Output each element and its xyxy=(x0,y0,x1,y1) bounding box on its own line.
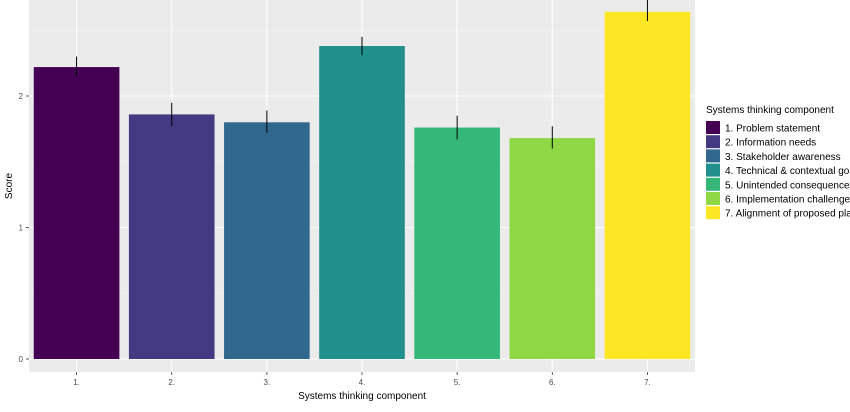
legend: Systems thinking component 1. Problem st… xyxy=(706,105,850,220)
legend-label-7: 7. Alignment of proposed plan xyxy=(725,209,850,220)
bar-5 xyxy=(414,127,500,359)
legend-key-5 xyxy=(706,177,720,191)
legend-key-6 xyxy=(706,192,720,205)
y-tick-label: 1 xyxy=(19,224,24,233)
legend-key-1 xyxy=(706,121,720,134)
x-tick-label: 4. xyxy=(359,378,366,387)
y-axis: 0 1 2 xyxy=(19,92,29,364)
x-axis: 1. 2. 3. 4. 5. 6. 7. xyxy=(73,372,651,387)
error-bars xyxy=(76,0,648,149)
x-tick-label: 3. xyxy=(264,378,271,387)
x-tick-label: 5. xyxy=(454,378,461,387)
bar-3 xyxy=(224,122,310,359)
x-tick-label: 6. xyxy=(549,378,556,387)
legend-key-2 xyxy=(706,135,720,149)
y-tick-label: 0 xyxy=(19,355,24,364)
y-axis-title: Score xyxy=(4,173,15,200)
x-tick-label: 2. xyxy=(168,378,175,387)
bar-7 xyxy=(604,11,691,360)
legend-key-3 xyxy=(706,149,720,163)
legend-title: Systems thinking component xyxy=(706,105,834,116)
legend-label-2: 2. Information needs xyxy=(725,138,816,149)
legend-label-5: 5. Unintended consequences xyxy=(725,180,850,191)
bar-4 xyxy=(319,46,405,359)
legend-label-1: 1. Problem statement xyxy=(725,124,820,135)
legend-label-4: 4. Technical & contextual goals xyxy=(725,166,850,177)
bar-1 xyxy=(33,67,120,359)
x-tick-label: 1. xyxy=(73,378,80,387)
legend-label-3: 3. Stakeholder awareness xyxy=(725,152,841,163)
legend-key-4 xyxy=(706,163,720,177)
y-tick-label: 2 xyxy=(19,92,24,101)
bar-2 xyxy=(128,114,215,359)
legend-key-7 xyxy=(706,206,720,220)
x-axis-title: Systems thinking component xyxy=(298,391,426,402)
legend-label-6: 6. Implementation challenges xyxy=(725,195,850,206)
x-tick-label: 7. xyxy=(644,378,651,387)
bar-6 xyxy=(509,138,596,359)
bars xyxy=(33,11,691,360)
